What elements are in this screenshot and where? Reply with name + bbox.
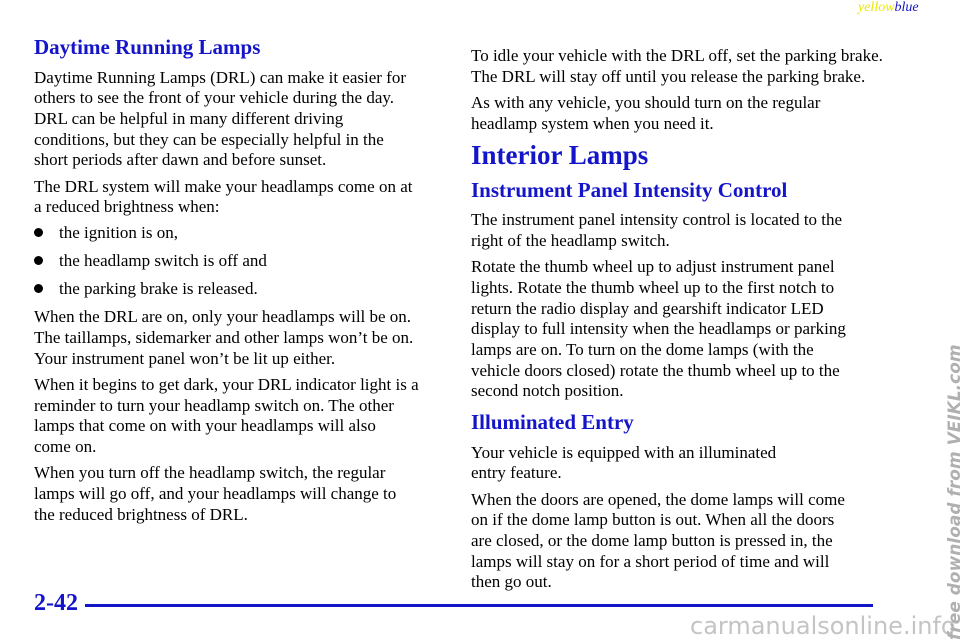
text-line: lamps that come on with your headlamps w… bbox=[34, 416, 376, 436]
heading: Instrument Panel Intensity Control bbox=[471, 177, 788, 202]
text-line: display to full intensity when the headl… bbox=[471, 319, 846, 339]
paragraph: When the doors are opened, the dome lamp… bbox=[471, 490, 911, 594]
text-line: DRL can be helpful in many different dri… bbox=[34, 108, 344, 128]
text-line: To idle your vehicle with the DRL off, s… bbox=[471, 46, 883, 65]
bullet-item: the parking brake is released. bbox=[34, 279, 454, 300]
bullet-dot bbox=[34, 284, 43, 294]
paragraph: The instrument panel intensity control i… bbox=[471, 210, 911, 251]
text-line: When it begins to get dark, your DRL ind… bbox=[34, 375, 419, 395]
paragraph: When the DRL are on, only your headlamps… bbox=[34, 307, 454, 369]
text-line: The taillamps, sidemarker and other lamp… bbox=[34, 328, 414, 348]
text-line: entry feature. bbox=[471, 463, 562, 483]
text-line: vehicle doors closed) rotate the thumb w… bbox=[471, 360, 840, 380]
footer-rule bbox=[85, 604, 873, 607]
text-line: Your instrument panel won’t be lit up ei… bbox=[34, 348, 336, 368]
text-line: others to see the front of your vehicle … bbox=[34, 88, 395, 108]
text-line: conditions, but they can be especially h… bbox=[34, 129, 384, 149]
text-line: the headlamp switch is off and bbox=[59, 251, 267, 271]
bullet-item: the ignition is on, bbox=[34, 223, 454, 244]
text-line: right of the headlamp switch. bbox=[471, 231, 670, 251]
text-line: As with any vehicle, you should turn on … bbox=[471, 92, 821, 112]
text-line: lamps will go off, and your headlamps wi… bbox=[34, 484, 397, 504]
text-line: come on. bbox=[34, 437, 97, 457]
bullet-dot bbox=[34, 228, 43, 238]
paragraph: When it begins to get dark, your DRL ind… bbox=[34, 375, 454, 458]
text-line: on if the dome lamp button is out. When … bbox=[471, 510, 835, 530]
text-line: short periods after dawn and before suns… bbox=[34, 150, 327, 170]
text-line: When the doors are opened, the dome lamp… bbox=[471, 489, 845, 509]
text-line: the ignition is on, bbox=[59, 223, 178, 243]
paragraph: Daytime Running Lamps (DRL) can make it … bbox=[34, 68, 454, 172]
page-number: 2-42 bbox=[34, 590, 78, 616]
text-line: The DRL system will make your headlamps … bbox=[34, 176, 413, 196]
text-line: lamps will stay on for a short period of… bbox=[471, 551, 830, 571]
text-line: When you turn off the headlamp switch, t… bbox=[34, 463, 386, 483]
paragraph: Your vehicle is equipped with an illumin… bbox=[471, 443, 911, 484]
text-line: headlamp system when you need it. bbox=[471, 113, 714, 133]
heading: Interior Lamps bbox=[471, 139, 649, 170]
header-yellow: yellow bbox=[858, 0, 895, 15]
header: yellowblue bbox=[858, 0, 919, 16]
paragraph: To idle your vehicle with the DRL off, s… bbox=[471, 46, 911, 87]
text-line: Rotate the thumb wheel up to adjust inst… bbox=[471, 257, 835, 277]
right-column: To idle your vehicle with the DRL off, s… bbox=[471, 46, 911, 599]
paragraph: Rotate the thumb wheel up to adjust inst… bbox=[471, 257, 911, 402]
heading: Daytime Running Lamps bbox=[34, 35, 261, 59]
bullet-item: the headlamp switch is off and bbox=[34, 251, 454, 272]
text-line: a reduced brightness when: bbox=[34, 197, 220, 217]
text-line: are closed, or the dome lamp button is p… bbox=[471, 530, 833, 550]
text-line: return the radio display and gearshift i… bbox=[471, 298, 824, 318]
text-line: When the DRL are on, only your headlamps… bbox=[34, 307, 412, 327]
text-line: then go out. bbox=[471, 572, 552, 592]
paragraph: The DRL system will make your headlamps … bbox=[34, 177, 454, 218]
text-line: The DRL will stay off until you release … bbox=[471, 66, 866, 86]
text-line: reminder to turn your headlamp switch on… bbox=[34, 395, 394, 415]
paragraph: As with any vehicle, you should turn on … bbox=[471, 93, 911, 134]
footer-site: carmanualsonline.info bbox=[690, 612, 956, 640]
paragraph: When you turn off the headlamp switch, t… bbox=[34, 463, 454, 525]
text-line: Your vehicle is equipped with an illumin… bbox=[471, 442, 777, 462]
text-line: lights. Rotate the thumb wheel up to the… bbox=[471, 277, 835, 297]
text-line: the reduced brightness of DRL. bbox=[34, 504, 248, 524]
text-line: second notch position. bbox=[471, 381, 624, 401]
bullet-dot bbox=[34, 256, 43, 266]
text-line: Daytime Running Lamps (DRL) can make it … bbox=[34, 67, 406, 87]
text-line: lamps are on. To turn on the dome lamps … bbox=[471, 340, 814, 360]
left-column: Daytime Running Lamps Daytime Running Lam… bbox=[34, 35, 454, 531]
header-blue: blue bbox=[894, 0, 919, 15]
text-line: The instrument panel intensity control i… bbox=[471, 210, 843, 230]
watermark: free download from VEIKL.com bbox=[945, 344, 960, 640]
heading: Illuminated Entry bbox=[471, 410, 634, 435]
text-line: the parking brake is released. bbox=[59, 279, 258, 299]
